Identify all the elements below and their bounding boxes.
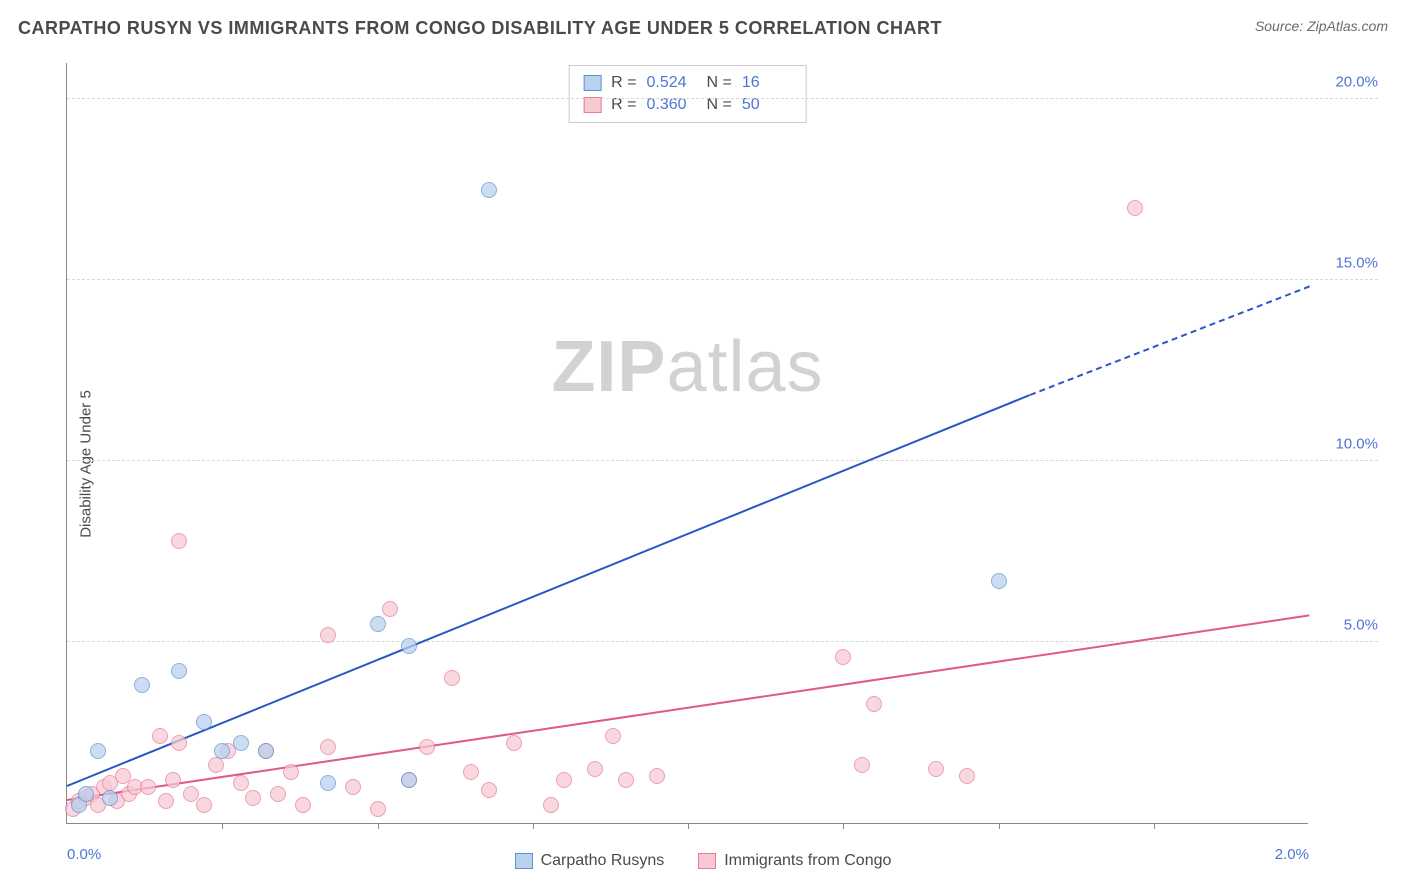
series-legend: Carpatho Rusyns Immigrants from Congo — [18, 852, 1388, 870]
legend-label: Immigrants from Congo — [724, 852, 891, 870]
data-point-series-b — [444, 670, 460, 686]
trend-line — [1029, 285, 1309, 395]
stats-row: R =0.524N =16 — [583, 72, 792, 94]
data-point-series-a — [481, 182, 497, 198]
data-point-series-a — [134, 677, 150, 693]
data-point-series-b — [345, 779, 361, 795]
gridline — [67, 98, 1378, 99]
data-point-series-b — [233, 775, 249, 791]
data-point-series-b — [370, 801, 386, 817]
y-tick-label: 5.0% — [1318, 617, 1378, 634]
y-tick-label: 10.0% — [1318, 436, 1378, 453]
chart-container: Disability Age Under 5 ZIPatlas R =0.524… — [18, 55, 1388, 872]
x-tick-mark — [378, 823, 379, 829]
data-point-series-b — [866, 696, 882, 712]
data-point-series-b — [295, 797, 311, 813]
x-tick-mark — [688, 823, 689, 829]
data-point-series-b — [854, 757, 870, 773]
data-point-series-b — [928, 761, 944, 777]
data-point-series-a — [320, 775, 336, 791]
gridline — [67, 460, 1378, 461]
data-point-series-b — [208, 757, 224, 773]
data-point-series-a — [401, 772, 417, 788]
data-point-series-b — [320, 627, 336, 643]
watermark: ZIPatlas — [551, 326, 823, 408]
data-point-series-b — [835, 649, 851, 665]
y-tick-label: 20.0% — [1318, 74, 1378, 91]
legend-label: Carpatho Rusyns — [541, 852, 665, 870]
data-point-series-b — [481, 782, 497, 798]
data-point-series-b — [543, 797, 559, 813]
data-point-series-b — [171, 533, 187, 549]
data-point-series-b — [419, 739, 435, 755]
data-point-series-b — [1127, 200, 1143, 216]
data-point-series-a — [401, 638, 417, 654]
data-point-series-b — [152, 728, 168, 744]
data-point-series-b — [463, 764, 479, 780]
x-tick-mark — [843, 823, 844, 829]
gridline — [67, 641, 1378, 642]
data-point-series-b — [165, 772, 181, 788]
data-point-series-b — [556, 772, 572, 788]
data-point-series-a — [171, 663, 187, 679]
data-point-series-b — [618, 772, 634, 788]
source-attribution: Source: ZipAtlas.com — [1255, 18, 1388, 34]
data-point-series-b — [649, 768, 665, 784]
data-point-series-b — [587, 761, 603, 777]
data-point-series-b — [140, 779, 156, 795]
series-swatch — [583, 75, 601, 91]
data-point-series-a — [78, 786, 94, 802]
data-point-series-b — [196, 797, 212, 813]
x-tick-mark — [222, 823, 223, 829]
data-point-series-a — [196, 714, 212, 730]
data-point-series-b — [382, 601, 398, 617]
data-point-series-a — [233, 735, 249, 751]
x-tick-mark — [533, 823, 534, 829]
data-point-series-a — [102, 790, 118, 806]
data-point-series-b — [605, 728, 621, 744]
data-point-series-a — [991, 573, 1007, 589]
data-point-series-a — [370, 616, 386, 632]
data-point-series-b — [959, 768, 975, 784]
data-point-series-a — [258, 743, 274, 759]
series-swatch — [515, 853, 533, 869]
chart-title: CARPATHO RUSYN VS IMMIGRANTS FROM CONGO … — [18, 18, 942, 39]
stats-legend-box: R =0.524N =16R =0.360N =50 — [568, 65, 807, 123]
data-point-series-b — [171, 735, 187, 751]
gridline — [67, 279, 1378, 280]
data-point-series-a — [90, 743, 106, 759]
data-point-series-b — [506, 735, 522, 751]
plot-area: ZIPatlas R =0.524N =16R =0.360N =50 5.0%… — [66, 63, 1308, 824]
legend-item: Immigrants from Congo — [698, 852, 891, 870]
x-tick-mark — [1154, 823, 1155, 829]
x-tick-mark — [999, 823, 1000, 829]
data-point-series-b — [320, 739, 336, 755]
series-swatch — [583, 97, 601, 113]
series-swatch — [698, 853, 716, 869]
data-point-series-a — [214, 743, 230, 759]
y-tick-label: 15.0% — [1318, 255, 1378, 272]
data-point-series-b — [245, 790, 261, 806]
data-point-series-b — [158, 793, 174, 809]
data-point-series-b — [283, 764, 299, 780]
data-point-series-b — [270, 786, 286, 802]
legend-item: Carpatho Rusyns — [515, 852, 665, 870]
